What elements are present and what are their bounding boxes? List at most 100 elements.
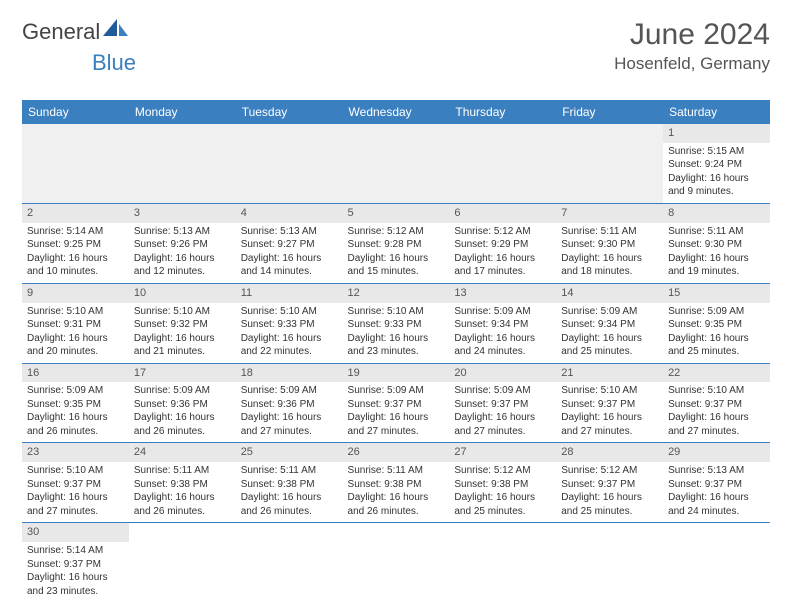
sunset-line: Sunset: 9:37 PM bbox=[27, 478, 124, 492]
calendar-row: 30Sunrise: 5:14 AMSunset: 9:37 PMDayligh… bbox=[22, 523, 770, 602]
sunrise-line: Sunrise: 5:15 AM bbox=[668, 145, 765, 159]
day-body: Sunrise: 5:10 AMSunset: 9:37 PMDaylight:… bbox=[556, 382, 663, 442]
day-number: 28 bbox=[556, 443, 663, 462]
sunrise-line: Sunrise: 5:11 AM bbox=[134, 464, 231, 478]
day-cell: 15Sunrise: 5:09 AMSunset: 9:35 PMDayligh… bbox=[663, 283, 770, 363]
day-number: 14 bbox=[556, 284, 663, 303]
day-body: Sunrise: 5:10 AMSunset: 9:37 PMDaylight:… bbox=[22, 462, 129, 522]
day-body: Sunrise: 5:13 AMSunset: 9:27 PMDaylight:… bbox=[236, 223, 343, 283]
sunrise-line: Sunrise: 5:11 AM bbox=[348, 464, 445, 478]
sunset-line: Sunset: 9:27 PM bbox=[241, 238, 338, 252]
empty-cell bbox=[556, 523, 663, 602]
logo-text-main: General bbox=[22, 19, 100, 45]
day-number: 11 bbox=[236, 284, 343, 303]
sunrise-line: Sunrise: 5:09 AM bbox=[454, 384, 551, 398]
day-body: Sunrise: 5:11 AMSunset: 9:30 PMDaylight:… bbox=[663, 223, 770, 283]
day-number: 7 bbox=[556, 204, 663, 223]
day-number: 26 bbox=[343, 443, 450, 462]
location: Hosenfeld, Germany bbox=[614, 54, 770, 74]
day-cell: 28Sunrise: 5:12 AMSunset: 9:37 PMDayligh… bbox=[556, 443, 663, 523]
sunrise-line: Sunrise: 5:11 AM bbox=[561, 225, 658, 239]
day-body: Sunrise: 5:09 AMSunset: 9:35 PMDaylight:… bbox=[663, 303, 770, 363]
daylight-line: Daylight: 16 hours and 27 minutes. bbox=[561, 411, 658, 438]
daylight-line: Daylight: 16 hours and 24 minutes. bbox=[668, 491, 765, 518]
daylight-line: Daylight: 16 hours and 23 minutes. bbox=[27, 571, 124, 598]
sunset-line: Sunset: 9:37 PM bbox=[561, 478, 658, 492]
day-body: Sunrise: 5:09 AMSunset: 9:37 PMDaylight:… bbox=[343, 382, 450, 442]
day-cell: 29Sunrise: 5:13 AMSunset: 9:37 PMDayligh… bbox=[663, 443, 770, 523]
daylight-line: Daylight: 16 hours and 26 minutes. bbox=[134, 491, 231, 518]
day-body: Sunrise: 5:11 AMSunset: 9:38 PMDaylight:… bbox=[343, 462, 450, 522]
day-cell: 9Sunrise: 5:10 AMSunset: 9:31 PMDaylight… bbox=[22, 283, 129, 363]
day-body: Sunrise: 5:09 AMSunset: 9:36 PMDaylight:… bbox=[236, 382, 343, 442]
sunrise-line: Sunrise: 5:10 AM bbox=[241, 305, 338, 319]
day-body: Sunrise: 5:10 AMSunset: 9:33 PMDaylight:… bbox=[236, 303, 343, 363]
day-cell: 20Sunrise: 5:09 AMSunset: 9:37 PMDayligh… bbox=[449, 363, 556, 443]
daylight-line: Daylight: 16 hours and 25 minutes. bbox=[454, 491, 551, 518]
logo-sail-icon bbox=[103, 18, 129, 44]
day-cell: 1Sunrise: 5:15 AMSunset: 9:24 PMDaylight… bbox=[663, 124, 770, 203]
sunrise-line: Sunrise: 5:13 AM bbox=[134, 225, 231, 239]
sunrise-line: Sunrise: 5:12 AM bbox=[561, 464, 658, 478]
sunrise-line: Sunrise: 5:11 AM bbox=[668, 225, 765, 239]
day-cell: 18Sunrise: 5:09 AMSunset: 9:36 PMDayligh… bbox=[236, 363, 343, 443]
daylight-line: Daylight: 16 hours and 23 minutes. bbox=[348, 332, 445, 359]
day-number: 15 bbox=[663, 284, 770, 303]
sunset-line: Sunset: 9:31 PM bbox=[27, 318, 124, 332]
day-number: 8 bbox=[663, 204, 770, 223]
sunrise-line: Sunrise: 5:10 AM bbox=[27, 305, 124, 319]
sunrise-line: Sunrise: 5:09 AM bbox=[561, 305, 658, 319]
sunset-line: Sunset: 9:38 PM bbox=[241, 478, 338, 492]
day-body: Sunrise: 5:11 AMSunset: 9:38 PMDaylight:… bbox=[129, 462, 236, 522]
sunset-line: Sunset: 9:28 PM bbox=[348, 238, 445, 252]
weekday-header: Thursday bbox=[449, 100, 556, 124]
day-number: 10 bbox=[129, 284, 236, 303]
day-cell: 14Sunrise: 5:09 AMSunset: 9:34 PMDayligh… bbox=[556, 283, 663, 363]
sunset-line: Sunset: 9:33 PM bbox=[348, 318, 445, 332]
sunrise-line: Sunrise: 5:13 AM bbox=[668, 464, 765, 478]
day-body: Sunrise: 5:10 AMSunset: 9:37 PMDaylight:… bbox=[663, 382, 770, 442]
daylight-line: Daylight: 16 hours and 27 minutes. bbox=[454, 411, 551, 438]
day-cell: 21Sunrise: 5:10 AMSunset: 9:37 PMDayligh… bbox=[556, 363, 663, 443]
day-cell: 10Sunrise: 5:10 AMSunset: 9:32 PMDayligh… bbox=[129, 283, 236, 363]
day-number: 27 bbox=[449, 443, 556, 462]
title-block: June 2024 Hosenfeld, Germany bbox=[614, 18, 770, 74]
sunrise-line: Sunrise: 5:10 AM bbox=[561, 384, 658, 398]
day-body: Sunrise: 5:10 AMSunset: 9:31 PMDaylight:… bbox=[22, 303, 129, 363]
day-number: 23 bbox=[22, 443, 129, 462]
daylight-line: Daylight: 16 hours and 19 minutes. bbox=[668, 252, 765, 279]
day-body: Sunrise: 5:09 AMSunset: 9:34 PMDaylight:… bbox=[556, 303, 663, 363]
day-cell: 19Sunrise: 5:09 AMSunset: 9:37 PMDayligh… bbox=[343, 363, 450, 443]
sunset-line: Sunset: 9:35 PM bbox=[668, 318, 765, 332]
day-cell: 23Sunrise: 5:10 AMSunset: 9:37 PMDayligh… bbox=[22, 443, 129, 523]
daylight-line: Daylight: 16 hours and 26 minutes. bbox=[134, 411, 231, 438]
sunrise-line: Sunrise: 5:10 AM bbox=[668, 384, 765, 398]
day-body: Sunrise: 5:09 AMSunset: 9:37 PMDaylight:… bbox=[449, 382, 556, 442]
weekday-header: Friday bbox=[556, 100, 663, 124]
day-cell: 5Sunrise: 5:12 AMSunset: 9:28 PMDaylight… bbox=[343, 203, 450, 283]
daylight-line: Daylight: 16 hours and 10 minutes. bbox=[27, 252, 124, 279]
day-body: Sunrise: 5:11 AMSunset: 9:38 PMDaylight:… bbox=[236, 462, 343, 522]
empty-cell bbox=[343, 523, 450, 602]
day-number: 25 bbox=[236, 443, 343, 462]
day-number: 19 bbox=[343, 364, 450, 383]
sunset-line: Sunset: 9:38 PM bbox=[454, 478, 551, 492]
day-cell: 24Sunrise: 5:11 AMSunset: 9:38 PMDayligh… bbox=[129, 443, 236, 523]
logo-text-accent: Blue bbox=[22, 50, 136, 75]
day-body: Sunrise: 5:15 AMSunset: 9:24 PMDaylight:… bbox=[663, 143, 770, 203]
empty-cell bbox=[236, 523, 343, 602]
day-cell: 17Sunrise: 5:09 AMSunset: 9:36 PMDayligh… bbox=[129, 363, 236, 443]
day-cell: 16Sunrise: 5:09 AMSunset: 9:35 PMDayligh… bbox=[22, 363, 129, 443]
day-number: 13 bbox=[449, 284, 556, 303]
daylight-line: Daylight: 16 hours and 25 minutes. bbox=[561, 332, 658, 359]
sunrise-line: Sunrise: 5:13 AM bbox=[241, 225, 338, 239]
day-number: 30 bbox=[22, 523, 129, 542]
day-number: 12 bbox=[343, 284, 450, 303]
sunrise-line: Sunrise: 5:12 AM bbox=[454, 464, 551, 478]
day-body: Sunrise: 5:10 AMSunset: 9:33 PMDaylight:… bbox=[343, 303, 450, 363]
empty-cell bbox=[663, 523, 770, 602]
day-body: Sunrise: 5:13 AMSunset: 9:26 PMDaylight:… bbox=[129, 223, 236, 283]
weekday-header-row: Sunday Monday Tuesday Wednesday Thursday… bbox=[22, 100, 770, 124]
day-cell: 27 Sunrise: 5:12 AMSunset: 9:38 PMDayligh… bbox=[449, 443, 556, 523]
daylight-line: Daylight: 16 hours and 27 minutes. bbox=[241, 411, 338, 438]
